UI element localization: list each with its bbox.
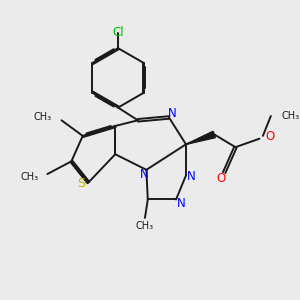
Text: O: O	[265, 130, 274, 143]
Text: CH₃: CH₃	[34, 112, 52, 122]
Text: CH₃: CH₃	[20, 172, 38, 182]
Text: N: N	[177, 197, 185, 210]
Text: O: O	[216, 172, 225, 185]
Text: S: S	[77, 177, 85, 190]
Text: CH₃: CH₃	[136, 221, 154, 231]
Text: N: N	[140, 168, 148, 182]
Text: CH₃: CH₃	[282, 111, 300, 121]
Text: N: N	[168, 107, 177, 120]
Text: Cl: Cl	[112, 26, 124, 39]
Text: N: N	[187, 170, 196, 183]
Polygon shape	[186, 131, 215, 144]
